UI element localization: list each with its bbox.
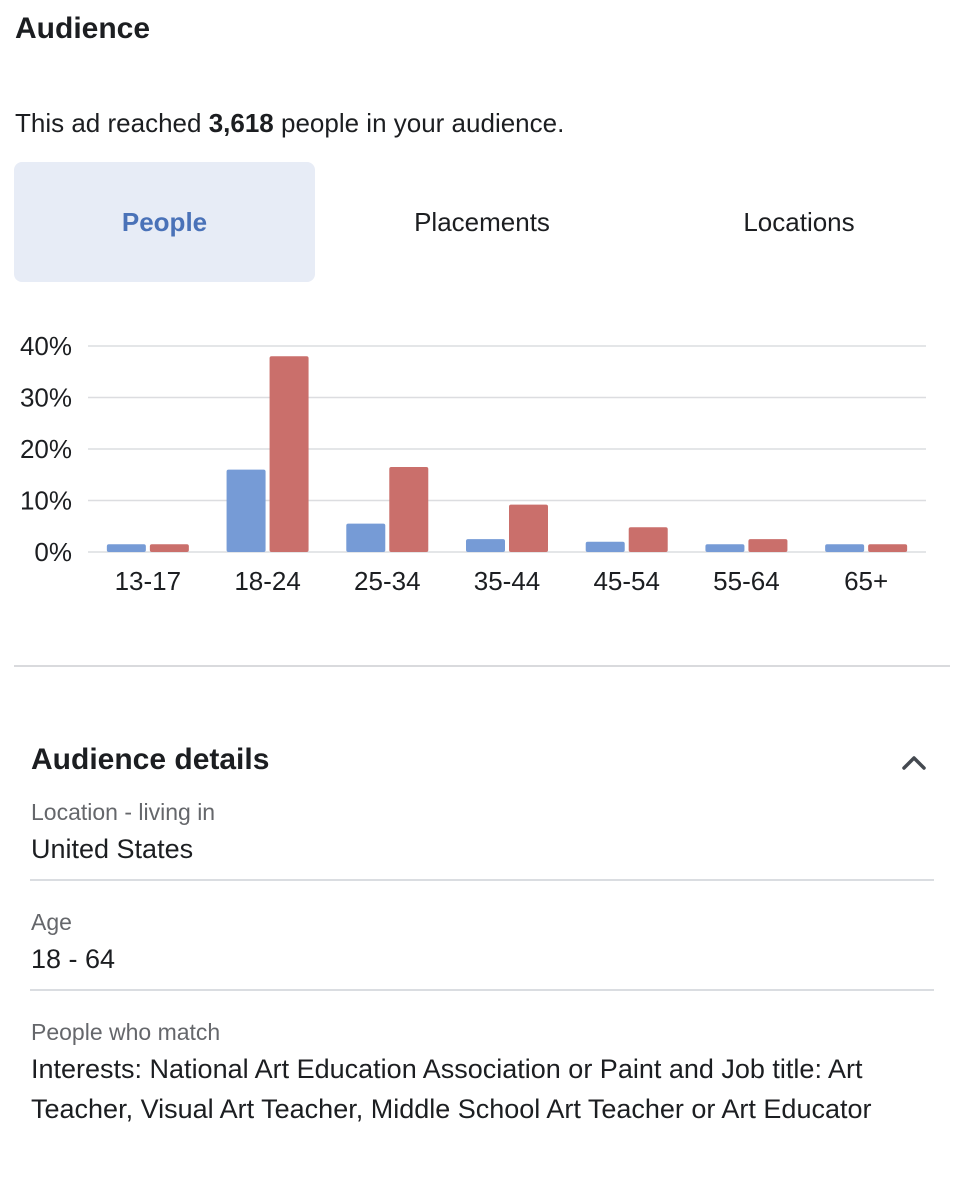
- y-tick-label: 30%: [20, 383, 72, 413]
- x-tick-label: 18-24: [234, 566, 301, 596]
- detail-value: United States: [31, 834, 194, 864]
- audience-tabs: People Placements Locations: [14, 162, 950, 282]
- bar-series-2-55-64: [748, 539, 788, 552]
- bar-series-1-13-17: [106, 544, 146, 552]
- y-tick-label: 10%: [20, 486, 72, 516]
- bar-series-2-35-44: [509, 504, 548, 552]
- bar-series-2-45-54: [628, 527, 668, 552]
- bar-series-1-65+: [825, 544, 865, 552]
- reach-summary: This ad reached 3,618 people in your aud…: [15, 108, 564, 139]
- bar-series-1-35-44: [466, 539, 505, 552]
- section-title: Audience: [15, 12, 151, 45]
- y-tick-label: 20%: [20, 434, 72, 464]
- x-tick-label: 55-64: [713, 566, 780, 596]
- reach-count: 3,618: [208, 108, 274, 138]
- bar-series-2-13-17: [149, 544, 189, 552]
- detail-location: Location - living in United States: [31, 797, 934, 869]
- tab-placements[interactable]: Placements: [414, 206, 550, 237]
- detail-label: People who match: [31, 1019, 221, 1045]
- detail-age: Age 18 - 64: [31, 907, 934, 979]
- bar-series-1-55-64: [705, 544, 745, 552]
- audience-details-title: Audience details: [31, 743, 270, 776]
- bar-series-1-25-34: [346, 523, 386, 552]
- x-tick-label: 45-54: [593, 566, 660, 596]
- x-tick-label: 65+: [844, 566, 888, 596]
- tab-locations[interactable]: Locations: [743, 206, 855, 237]
- age-gender-bar-chart: 0% 10% 20% 30% 40% 13-17 18-24 25-34 35-44 45-54 5…: [20, 331, 926, 596]
- detail-value: Interests: National Art Education Associ…: [31, 1054, 872, 1124]
- bar-series-1-18-24: [226, 469, 266, 552]
- x-tick-label: 13-17: [115, 566, 182, 596]
- x-tick-label: 25-34: [354, 566, 421, 596]
- tab-people[interactable]: People: [14, 162, 315, 282]
- section-divider: [14, 665, 950, 667]
- row-divider: [30, 879, 934, 881]
- reach-suffix: people in your audience.: [281, 108, 565, 138]
- collapse-details-button[interactable]: [896, 744, 932, 780]
- detail-label: Age: [31, 909, 72, 935]
- detail-people-who-match: People who match Interests: National Art…: [31, 1017, 934, 1129]
- detail-label: Location - living in: [31, 799, 216, 825]
- bar-series-2-18-24: [269, 356, 309, 552]
- detail-value: 18 - 64: [31, 944, 116, 974]
- row-divider: [30, 989, 934, 991]
- bar-series-1-45-54: [585, 541, 625, 552]
- reach-prefix: This ad reached: [15, 108, 202, 138]
- y-tick-label: 0%: [34, 537, 72, 567]
- y-tick-label: 40%: [20, 331, 72, 361]
- bar-series-2-25-34: [389, 467, 429, 552]
- chevron-up-icon: [902, 756, 926, 770]
- x-tick-label: 35-44: [474, 566, 541, 596]
- bar-series-2-65+: [868, 544, 908, 552]
